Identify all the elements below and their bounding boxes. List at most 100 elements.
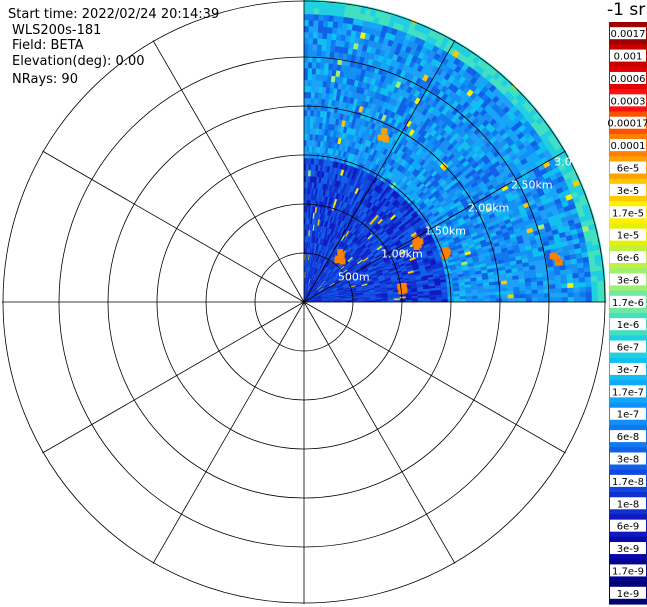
- data-cell: [318, 20, 324, 27]
- data-cell: [308, 19, 315, 27]
- colorbar-tick-label: 1.7e-9: [612, 566, 644, 577]
- data-cell: [507, 287, 514, 292]
- colorbar-title: -1 sr: [607, 0, 646, 20]
- colorbar-tick-label: 0.0006: [611, 74, 646, 85]
- colorbar-tick-label: 1e-6: [617, 320, 640, 331]
- data-cell: [583, 266, 591, 273]
- data-cell: [333, 15, 340, 23]
- data-cell: [322, 26, 329, 34]
- data-cell: [578, 272, 586, 279]
- data-cell: [594, 254, 602, 262]
- data-cell: [531, 285, 538, 291]
- data-cell: [519, 297, 527, 303]
- azimuth-spoke: [42, 150, 305, 303]
- data-cell: [519, 290, 527, 295]
- data-cell: [591, 286, 599, 293]
- range-ring-label: 1.50km: [424, 225, 466, 238]
- data-cell: [309, 127, 314, 135]
- data-cell: [555, 297, 563, 303]
- data-cell: [313, 19, 319, 27]
- data-cell: [303, 37, 309, 45]
- data-cell: [512, 282, 520, 288]
- data-cell: [303, 43, 309, 51]
- data-cell: [531, 289, 539, 295]
- data-cell: [560, 278, 568, 285]
- data-cell: [531, 293, 539, 299]
- data-cell: [317, 32, 324, 39]
- data-cell: [507, 283, 514, 288]
- data-cell: [471, 295, 479, 300]
- data-cell: [507, 294, 515, 299]
- data-cell: [573, 282, 580, 289]
- data-cell: [308, 49, 314, 57]
- data-cell: [471, 292, 479, 297]
- data-cell: [519, 286, 526, 291]
- data-cell: [310, 103, 315, 111]
- data-cell: [322, 32, 328, 40]
- data-cell: [501, 287, 508, 292]
- data-cell: [588, 260, 597, 268]
- data-cell: [423, 297, 431, 301]
- data-cell: [495, 291, 503, 296]
- data-cell: [573, 287, 581, 293]
- data-cell: [596, 270, 604, 277]
- data-cell: [303, 1, 310, 9]
- azimuth-spoke: [303, 301, 456, 564]
- data-cell: [555, 292, 563, 298]
- data-cell: [547, 271, 555, 277]
- colorbar-tick-label: 6e-8: [617, 432, 640, 443]
- colorbar-tick-label: 1e-8: [617, 499, 640, 510]
- data-cell: [566, 278, 574, 284]
- data-cell: [317, 38, 323, 45]
- data-cell: [308, 37, 314, 45]
- data-cell: [489, 295, 497, 299]
- data-cell: [323, 14, 330, 22]
- data-cell: [555, 288, 563, 294]
- data-cell: [579, 282, 586, 288]
- data-cell: [489, 298, 497, 303]
- data-cell: [313, 25, 319, 33]
- colorbar-tick-label: 1.7e-5: [612, 208, 644, 219]
- data-cell: [483, 295, 491, 300]
- data-cell: [307, 67, 313, 75]
- data-cell: [306, 127, 311, 135]
- data-cell: [334, 3, 341, 11]
- data-cell: [589, 265, 597, 273]
- start-time-text: Start time: 2022/02/24 20:14:39: [8, 7, 220, 22]
- data-cell: [303, 133, 308, 141]
- data-cell: [555, 283, 562, 290]
- data-cell: [328, 14, 335, 22]
- data-cell: [323, 8, 330, 16]
- field-text: Field: BETA: [12, 38, 84, 53]
- data-cell: [320, 50, 327, 58]
- data-cell: [536, 280, 544, 286]
- data-cell: [459, 290, 466, 295]
- data-cell: [319, 74, 325, 82]
- data-cell: [307, 79, 312, 87]
- data-cell: [572, 277, 580, 284]
- data-cell: [327, 26, 334, 34]
- data-cell: [320, 62, 326, 70]
- data-cell: [303, 97, 308, 105]
- data-cell: [483, 298, 491, 303]
- data-cell: [307, 91, 312, 99]
- colorbar-tick-label: 0.0003: [611, 96, 646, 107]
- data-cell: [513, 286, 520, 292]
- data-cell: [319, 68, 325, 76]
- data-cell: [585, 296, 593, 303]
- data-cell: [309, 121, 314, 129]
- data-cell: [318, 14, 325, 21]
- data-cell: [307, 109, 311, 117]
- data-cell: [548, 279, 556, 286]
- data-cell: [590, 271, 598, 278]
- data-cell: [316, 50, 322, 57]
- range-ring-label: 2.00km: [468, 202, 510, 215]
- data-cell: [525, 297, 533, 303]
- data-cell: [311, 61, 317, 69]
- data-cell: [315, 74, 321, 81]
- data-cell: [591, 291, 599, 298]
- range-ring-label: 2.50km: [511, 179, 553, 192]
- colorbar-tick-label: 1e-5: [617, 231, 640, 242]
- data-cell: [578, 277, 586, 283]
- data-cell: [310, 97, 315, 105]
